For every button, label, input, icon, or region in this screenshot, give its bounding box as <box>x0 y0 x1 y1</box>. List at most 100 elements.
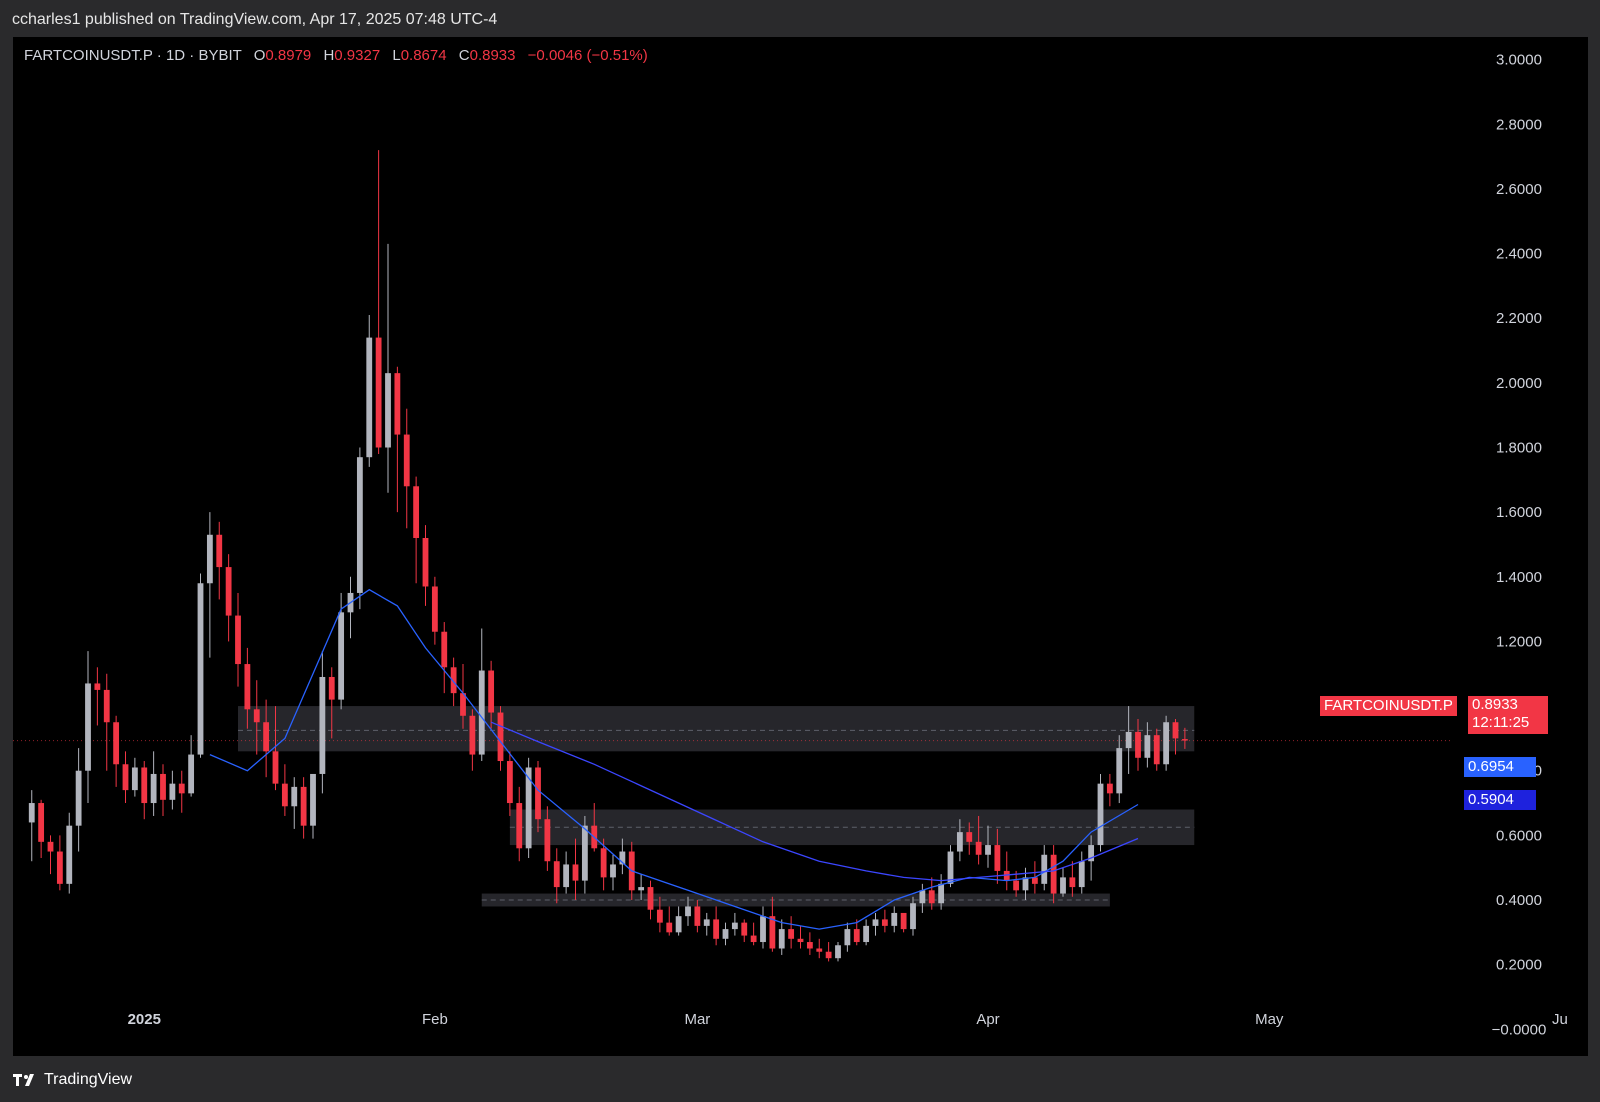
candle-body <box>938 884 944 903</box>
candle-body <box>141 767 147 803</box>
candle-body <box>1154 735 1160 764</box>
candle <box>704 913 710 936</box>
tradingview-brand: TradingView <box>44 1071 132 1089</box>
candle-body <box>826 952 832 958</box>
symbol-price-tag[interactable]: FARTCOINUSDT.P <box>1320 696 1457 716</box>
candle-body <box>994 845 1000 871</box>
candle-body <box>76 771 82 826</box>
legend-symbol: FARTCOINUSDT.P · 1D · BYBIT <box>24 47 242 64</box>
candle <box>123 751 129 803</box>
candle <box>413 477 419 584</box>
candle-body <box>498 713 504 761</box>
candle-body <box>404 435 410 487</box>
candle-body <box>1126 732 1132 748</box>
candle <box>423 525 429 606</box>
candle-body <box>85 683 91 770</box>
candle <box>76 748 82 851</box>
candle-body <box>432 586 438 631</box>
candle-body <box>544 819 550 861</box>
candle-body <box>423 538 429 586</box>
chart-area[interactable]: 3.0000 2.8000 2.6000 2.4000 2.2000 2.0000 1.80… <box>13 37 1588 1056</box>
candle-body <box>1069 877 1075 887</box>
candle-body <box>751 936 757 942</box>
candle-body <box>38 803 44 842</box>
candle <box>676 906 682 935</box>
candle-body <box>310 774 316 826</box>
candle <box>226 554 232 641</box>
price-chart[interactable]: 3.0000 2.8000 2.6000 2.4000 2.2000 2.0000 1.80… <box>13 37 1588 1056</box>
candle-body <box>873 919 879 925</box>
candle <box>357 447 363 609</box>
candle <box>404 409 410 529</box>
candle-body <box>601 848 607 877</box>
candle-body <box>216 535 222 567</box>
candle <box>741 919 747 942</box>
candle <box>666 906 672 935</box>
candle <box>507 751 513 816</box>
candle-body <box>638 887 644 890</box>
candle-body <box>151 774 157 803</box>
candle-body <box>957 832 963 851</box>
top-bar: ccharles1 published on TradingView.com, … <box>0 0 1600 38</box>
legend-close-label: C <box>459 47 470 64</box>
candle-body <box>976 842 982 855</box>
candle-body <box>188 755 194 794</box>
last-price-tag[interactable]: 0.8933 12:11:25 <box>1468 696 1548 734</box>
candle <box>573 839 579 900</box>
candle-body <box>94 683 100 689</box>
legend: FARTCOINUSDT.P · 1D · BYBIT O0.8979 H0.9… <box>24 47 648 64</box>
candle <box>469 709 475 770</box>
candle-body <box>441 632 447 668</box>
candle-body <box>385 373 391 447</box>
candle-body <box>1051 855 1057 894</box>
candle-body <box>863 926 869 942</box>
x-tick-label: Mar <box>684 1011 710 1028</box>
legend-open-label: O <box>254 47 266 64</box>
bar-countdown: 12:11:25 <box>1472 714 1544 732</box>
candle-body <box>666 923 672 933</box>
candle-body <box>657 910 663 923</box>
moving-averages <box>210 590 1138 929</box>
candle-body <box>179 784 185 794</box>
candle-body <box>713 919 719 938</box>
candle <box>432 577 438 645</box>
candle-body <box>366 338 372 458</box>
candle <box>882 910 888 933</box>
candle-body <box>891 913 897 926</box>
candle <box>610 855 616 891</box>
candle <box>66 813 72 894</box>
candle-body <box>319 677 325 774</box>
candle-body <box>394 373 400 434</box>
candle <box>48 835 54 874</box>
candle-body <box>882 919 888 925</box>
x-tick-label: Feb <box>422 1011 448 1028</box>
ma-slow-tag[interactable]: 0.5904 <box>1464 790 1536 810</box>
candle-body <box>723 929 729 939</box>
candle-body <box>479 671 485 755</box>
y-tick-label: 2.2000 <box>1496 310 1542 327</box>
candle-body <box>1107 784 1113 794</box>
candle-body <box>582 826 588 881</box>
y-tick-label: 3.0000 <box>1496 52 1542 69</box>
candle <box>751 923 757 946</box>
candle <box>29 790 35 861</box>
candle <box>1107 774 1113 806</box>
candle-body <box>1079 861 1085 887</box>
candle-body <box>1163 722 1169 764</box>
candle-body <box>685 906 691 916</box>
candle-body <box>263 722 269 751</box>
candle-body <box>226 567 232 615</box>
candle-body <box>610 864 616 877</box>
candle-body <box>357 457 363 593</box>
candle <box>1163 716 1169 771</box>
candle-body <box>1098 784 1104 845</box>
candle-body <box>273 751 279 783</box>
candle <box>479 629 485 762</box>
candle <box>835 942 841 961</box>
candle-body <box>966 832 972 842</box>
legend-change: −0.0046 (−0.51%) <box>528 47 648 64</box>
y-tick-label: 2.8000 <box>1496 116 1542 133</box>
ma-fast-tag[interactable]: 0.6954 <box>1464 757 1536 777</box>
candle-body <box>1013 881 1019 891</box>
y-tick-label: 0.6000 <box>1496 827 1542 844</box>
